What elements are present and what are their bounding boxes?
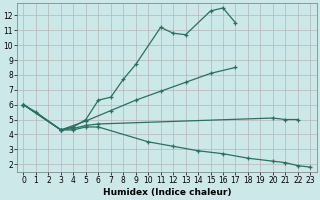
X-axis label: Humidex (Indice chaleur): Humidex (Indice chaleur) bbox=[103, 188, 231, 197]
